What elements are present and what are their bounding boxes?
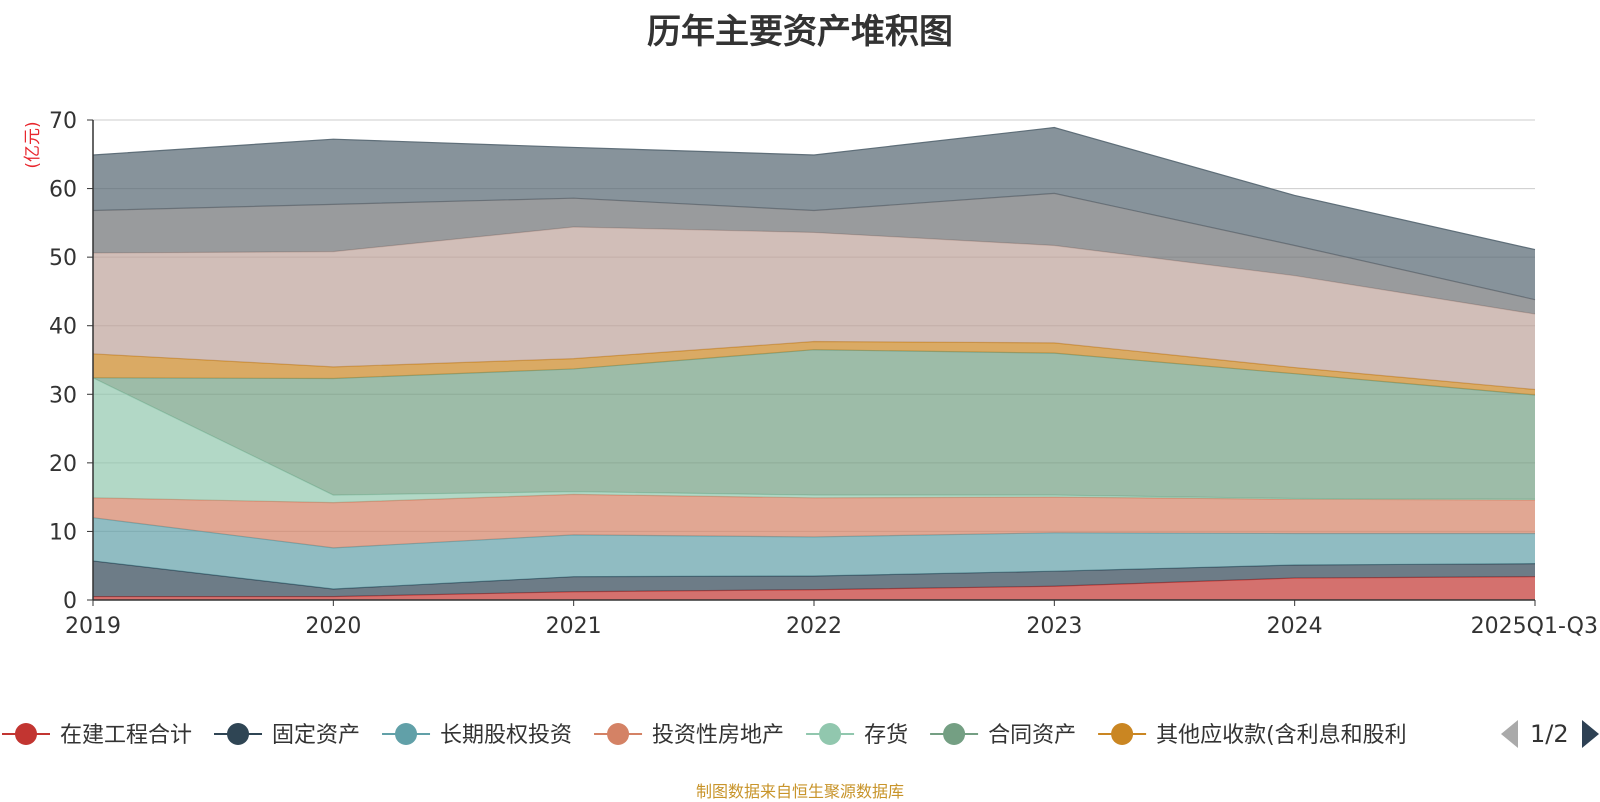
legend-item-label: 长期股权投资 [440,723,572,748]
legend-item-1[interactable]: 在建工程合计 [2,723,192,748]
x-tick-label: 2023 [1026,614,1082,639]
series-area-5 [93,377,1535,503]
y-tick-label: 40 [49,315,77,340]
y-axis-unit-label: (亿元) [23,121,43,168]
legend-page-indicator: 1/2 [1530,720,1569,748]
y-tick-label: 50 [49,246,77,271]
series-line-10 [92,126,1536,251]
legend-item-marker [607,723,630,745]
series-area-9 [93,193,1535,315]
legend-item-marker [227,723,250,745]
x-tick-label: 2025Q1-Q3 [1471,614,1598,639]
legend-item-6[interactable]: 合同资产 [930,723,1076,748]
series-area-7 [93,341,1535,395]
y-tick-label: 10 [49,520,77,545]
legend-item-marker [15,723,37,745]
legend-item-label: 合同资产 [988,723,1076,748]
legend-item-marker [395,723,418,745]
legend-item-3[interactable]: 长期股权投资 [382,723,572,748]
legend-item-4[interactable]: 投资性房地产 [594,723,784,748]
legend[interactable]: 在建工程合计 固定资产 长期股权投资 投资性房地产 存货 合同资产 其他应收款(含利息和股利 [2,723,1407,748]
legend-item-marker [943,723,966,745]
legend-next-page-icon[interactable] [1582,720,1599,748]
x-tick-label: 2024 [1267,614,1323,639]
legend-item-5[interactable]: 存货 [806,723,908,748]
y-tick-label: 60 [49,178,77,203]
legend-items[interactable]: 在建工程合计 固定资产 长期股权投资 投资性房地产 存货 合同资产 其他应收款(含利息和股利 [2,723,1407,748]
axes: 0 10 20 30 40 50 60 70 2019 2020 2021 2022 2023 2024 2… [23,109,1598,639]
series-area-10 [93,127,1535,300]
series-areas [92,126,1536,600]
legend-item-marker [1111,723,1134,745]
chart-title: 历年主要资产堆积图 [647,12,953,52]
x-tick-label: 2022 [786,614,842,639]
legend-item-label: 在建工程合计 [60,723,192,748]
series-area-2 [93,560,1535,597]
legend-item-label: 存货 [864,723,908,748]
series-area-3 [93,517,1535,590]
source-note: 制图数据来自恒生聚源数据库 [695,782,904,801]
legend-pager: 1/2 [1500,718,1600,752]
x-tick-label: 2021 [546,614,602,639]
legend-item-label: 固定资产 [272,723,360,748]
y-tick-label: 0 [63,589,77,614]
legend-item-label: 投资性房地产 [652,723,784,748]
series-area-4 [93,494,1535,548]
series-area-6 [93,349,1535,500]
legend-item-2[interactable]: 固定资产 [214,723,360,748]
legend-item-label: 其他应收款(含利息和股利 [1156,723,1407,748]
y-tick-label: 70 [49,109,77,134]
legend-item-7[interactable]: 其他应收款(含利息和股利 [1098,723,1407,748]
series-area-8 [93,226,1535,390]
legend-item-marker [819,723,842,745]
y-tick-label: 20 [49,452,77,477]
y-tick-label: 30 [49,383,77,408]
x-tick-label: 2019 [65,614,121,639]
x-tick-label: 2020 [305,614,361,639]
legend-prev-page-icon[interactable] [1501,720,1518,748]
